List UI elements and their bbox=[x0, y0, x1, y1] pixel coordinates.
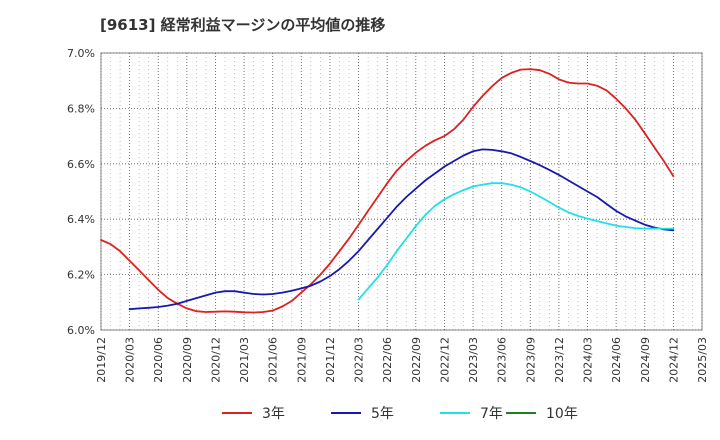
x-tick-label: 2024/06 bbox=[610, 337, 623, 383]
x-tick-label: 2024/03 bbox=[582, 337, 595, 383]
chart-title: [9613] 経常利益マージンの平均値の推移 bbox=[100, 16, 386, 34]
x-tick-label: 2020/03 bbox=[124, 337, 137, 383]
series-line-7年 bbox=[357, 182, 675, 301]
y-tick-label: 6.6% bbox=[67, 158, 95, 171]
x-tick-label: 2021/03 bbox=[238, 337, 251, 383]
legend-label-10年: 10年 bbox=[546, 406, 578, 422]
x-tick-label: 2024/12 bbox=[667, 337, 680, 383]
x-tick-label: 2020/06 bbox=[152, 337, 165, 383]
legend: 3年 5年 7年 10年 bbox=[222, 406, 578, 422]
series-line-3年 bbox=[100, 68, 675, 314]
x-tick-label: 2023/03 bbox=[467, 337, 480, 383]
y-tick-label: 6.2% bbox=[67, 269, 95, 282]
x-tick-label: 2025/03 bbox=[696, 337, 709, 383]
legend-label-5年: 5年 bbox=[371, 406, 394, 422]
x-tick-label: 2022/09 bbox=[410, 337, 423, 383]
series-lines bbox=[100, 68, 675, 314]
y-tick-label: 6.4% bbox=[67, 213, 95, 226]
y-tick-label: 7.0% bbox=[67, 47, 95, 60]
x-tick-label: 2022/06 bbox=[381, 337, 394, 383]
y-tick-label: 6.0% bbox=[67, 324, 95, 337]
grid bbox=[100, 52, 703, 331]
y-tick-label: 6.8% bbox=[67, 102, 95, 115]
series-line-5年 bbox=[128, 148, 675, 311]
axes: 6.0% 6.2% 6.4% 6.6% 6.8% 7.0% 2019/12 2020/03 20… bbox=[67, 47, 709, 383]
x-tick-label: 2021/06 bbox=[267, 337, 280, 383]
x-tick-label: 2022/12 bbox=[438, 337, 451, 383]
x-tick-label: 2021/12 bbox=[324, 337, 337, 383]
x-tick-label: 2023/12 bbox=[553, 337, 566, 383]
x-tick-label: 2019/12 bbox=[95, 337, 108, 383]
x-tick-label: 2021/09 bbox=[295, 337, 308, 383]
x-tick-label: 2020/12 bbox=[209, 337, 222, 383]
legend-label-3年: 3年 bbox=[262, 406, 285, 422]
legend-label-7年: 7年 bbox=[480, 406, 503, 422]
x-tick-label: 2020/09 bbox=[181, 337, 194, 383]
x-tick-label: 2023/09 bbox=[524, 337, 537, 383]
x-tick-label: 2022/03 bbox=[353, 337, 366, 383]
x-tick-label: 2024/09 bbox=[639, 337, 652, 383]
x-tick-label: 2023/06 bbox=[496, 337, 509, 383]
